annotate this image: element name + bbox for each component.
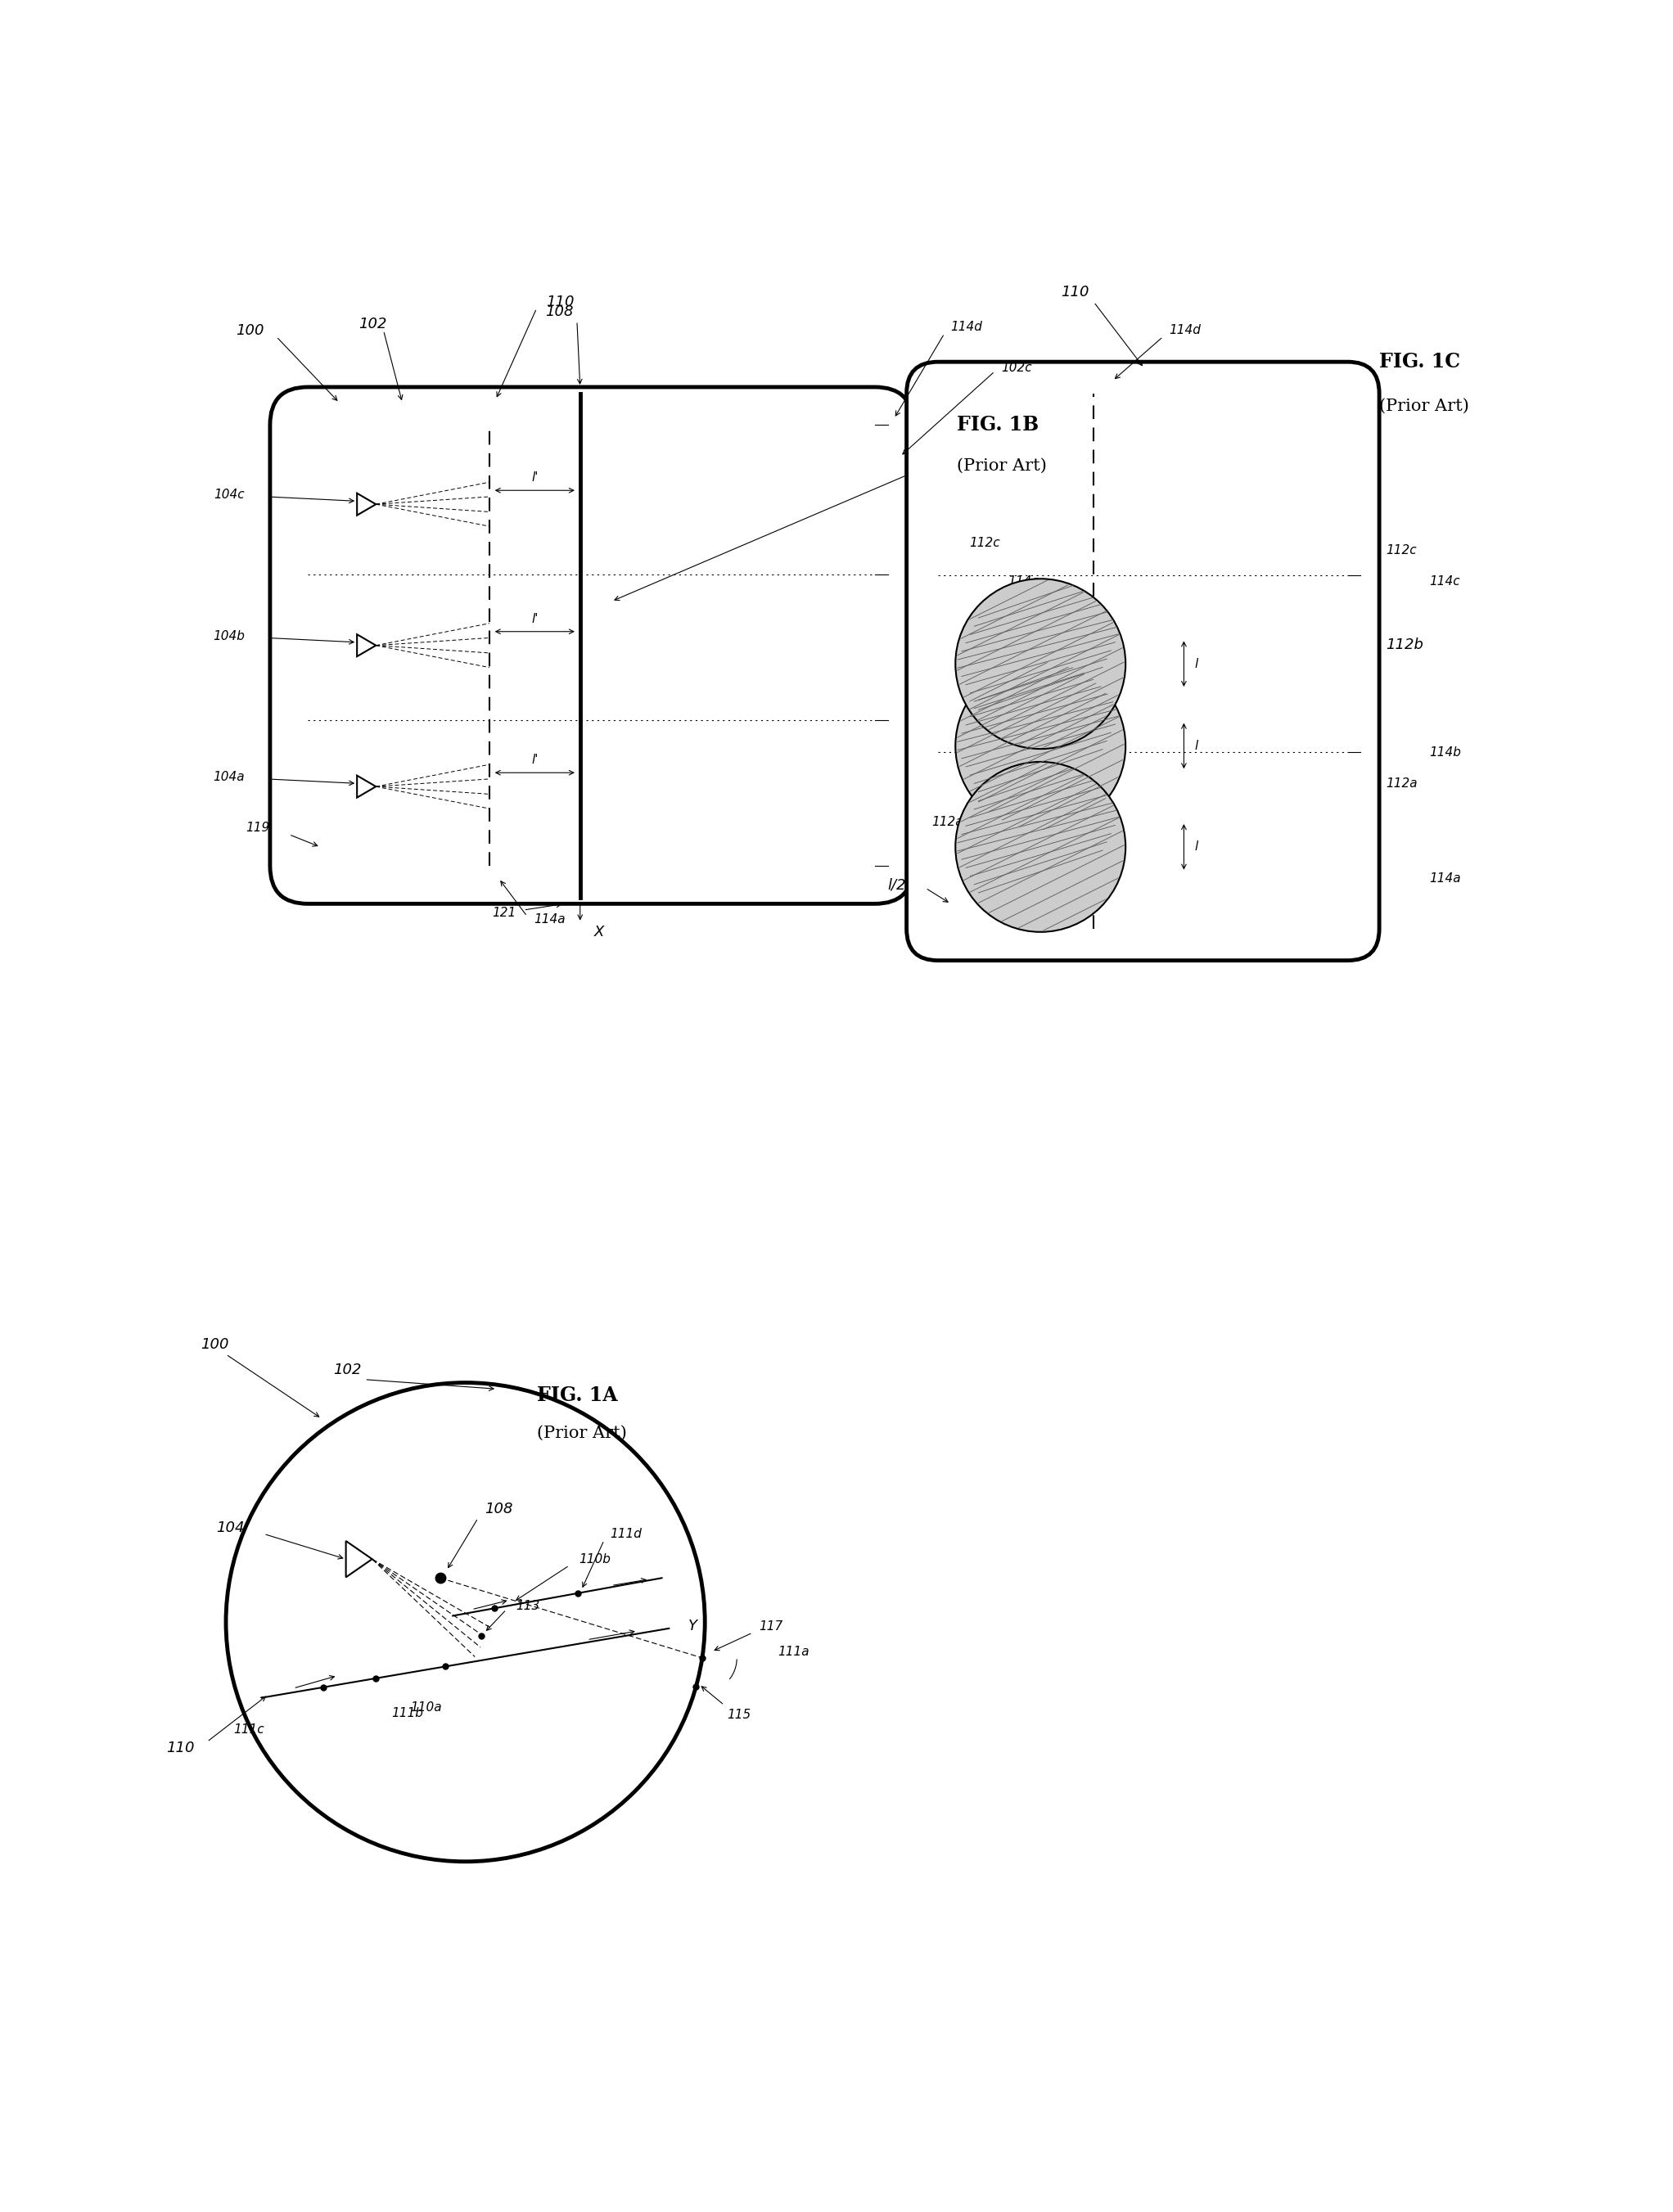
Text: Y: Y (688, 1619, 698, 1635)
Text: 113: 113 (515, 1599, 540, 1613)
Text: l: l (1195, 841, 1198, 854)
FancyBboxPatch shape (907, 363, 1379, 960)
Text: 104: 104 (216, 1520, 244, 1535)
Text: 114b: 114b (1014, 717, 1046, 730)
Text: l: l (1195, 657, 1198, 670)
Text: 108: 108 (483, 1502, 512, 1515)
Text: 100: 100 (236, 323, 264, 338)
Text: 110: 110 (1061, 285, 1089, 301)
FancyBboxPatch shape (269, 387, 913, 905)
Polygon shape (356, 493, 376, 515)
Text: 102c: 102c (1000, 363, 1032, 374)
Polygon shape (346, 1542, 371, 1577)
Text: 110: 110 (166, 1741, 194, 1756)
Text: l: l (1195, 739, 1198, 752)
Text: l': l' (532, 754, 539, 765)
Text: 104c: 104c (214, 489, 244, 500)
Text: 121: 121 (492, 907, 517, 920)
Text: 100: 100 (201, 1338, 229, 1352)
Text: l/2: l/2 (888, 878, 907, 891)
Text: 117: 117 (760, 1619, 783, 1632)
Circle shape (955, 661, 1126, 832)
Text: 119: 119 (246, 823, 269, 834)
Text: l': l' (532, 613, 539, 626)
Text: 102a: 102a (957, 745, 989, 759)
Text: (Prior Art): (Prior Art) (957, 458, 1047, 473)
Text: 102: 102 (333, 1363, 361, 1378)
Polygon shape (356, 776, 376, 799)
Text: 114d: 114d (1169, 325, 1201, 336)
Circle shape (955, 761, 1126, 931)
Text: 114a: 114a (534, 914, 565, 925)
Text: 111d: 111d (611, 1528, 642, 1540)
Text: l': l' (532, 471, 539, 484)
Text: 110a: 110a (410, 1701, 442, 1714)
Text: 111a: 111a (778, 1646, 810, 1657)
Text: 111c: 111c (234, 1723, 264, 1736)
Text: 110b: 110b (579, 1553, 611, 1566)
Text: 112a: 112a (932, 816, 964, 827)
Text: 111b: 111b (391, 1708, 423, 1719)
Text: 112a: 112a (1385, 779, 1417, 790)
Text: 115: 115 (728, 1708, 751, 1721)
Text: 102b: 102b (989, 876, 1021, 887)
Text: FIG. 1A: FIG. 1A (537, 1385, 617, 1405)
Text: 114d: 114d (950, 321, 982, 334)
Text: 112b: 112b (970, 624, 1007, 639)
Text: 112c: 112c (1385, 544, 1417, 557)
Text: 102: 102 (358, 316, 386, 332)
Polygon shape (356, 635, 376, 657)
Circle shape (955, 580, 1126, 750)
Text: 110: 110 (545, 294, 574, 310)
Text: (Prior Art): (Prior Art) (537, 1425, 627, 1440)
Text: 112b: 112b (1385, 637, 1424, 653)
Text: 114c: 114c (1007, 575, 1039, 586)
Text: FIG. 1C: FIG. 1C (1379, 352, 1461, 372)
Text: 114a: 114a (1430, 872, 1461, 885)
Text: 104b: 104b (212, 630, 244, 641)
Text: 108: 108 (545, 303, 574, 319)
Text: X: X (594, 925, 604, 940)
Text: 112c: 112c (970, 538, 1000, 549)
Text: FIG. 1B: FIG. 1B (957, 416, 1039, 436)
Text: 104a: 104a (212, 772, 244, 783)
Text: 114b: 114b (1430, 745, 1462, 759)
Text: 114c: 114c (1430, 575, 1461, 588)
Text: (Prior Art): (Prior Art) (1379, 398, 1469, 414)
